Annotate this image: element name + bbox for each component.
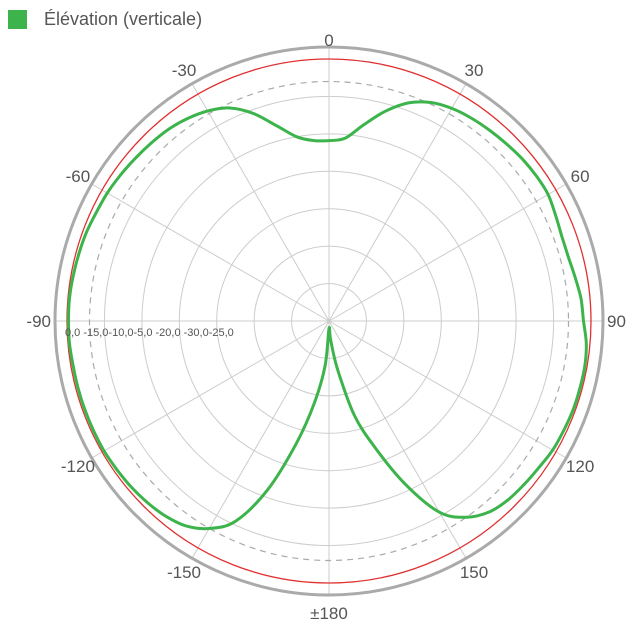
angle-tick-label: 120 [566,457,594,476]
grid-spoke [91,183,330,322]
angle-tick-label: 60 [571,167,590,186]
axis-labels: 0 30 60 90 120 150 ±180 -150 -120 -90 -60 -30 0,0 -1… [26,31,626,620]
angle-tick-label: 0 [324,31,333,50]
series-line-elevation[interactable] [67,100,588,531]
angle-tick-label: -120 [61,457,95,476]
angle-tick-label: 150 [460,563,488,582]
angle-tick-label: 90 [607,312,626,331]
series-layer [67,100,588,531]
reference-ring-dashed [88,80,570,562]
grid-spoke [91,320,330,459]
angle-tick-label: ±180 [310,604,348,620]
grid-spoke [328,320,567,459]
outer-frame-ring [53,45,605,597]
angle-tick-label: 30 [465,61,484,80]
legend: Élévation (verticale) [8,9,202,30]
grid-spoke [328,183,567,322]
angle-tick-label: -60 [66,167,91,186]
grid-spoke [328,320,467,559]
radial-tick-labels: 0,0 -15,0-10,0-5,0 -20,0 -30,0-25,0 [65,327,234,339]
outer-ring [53,45,605,597]
angle-tick-label: -90 [26,312,51,331]
grid-spoke [328,83,467,322]
angle-tick-label: -150 [167,563,201,582]
grid-spoke [191,320,330,559]
polar-grid [55,47,603,595]
grid-spoke [191,83,330,322]
legend-label[interactable]: Élévation (verticale) [44,9,203,29]
legend-swatch [8,10,27,29]
angle-tick-label: -30 [172,61,197,80]
